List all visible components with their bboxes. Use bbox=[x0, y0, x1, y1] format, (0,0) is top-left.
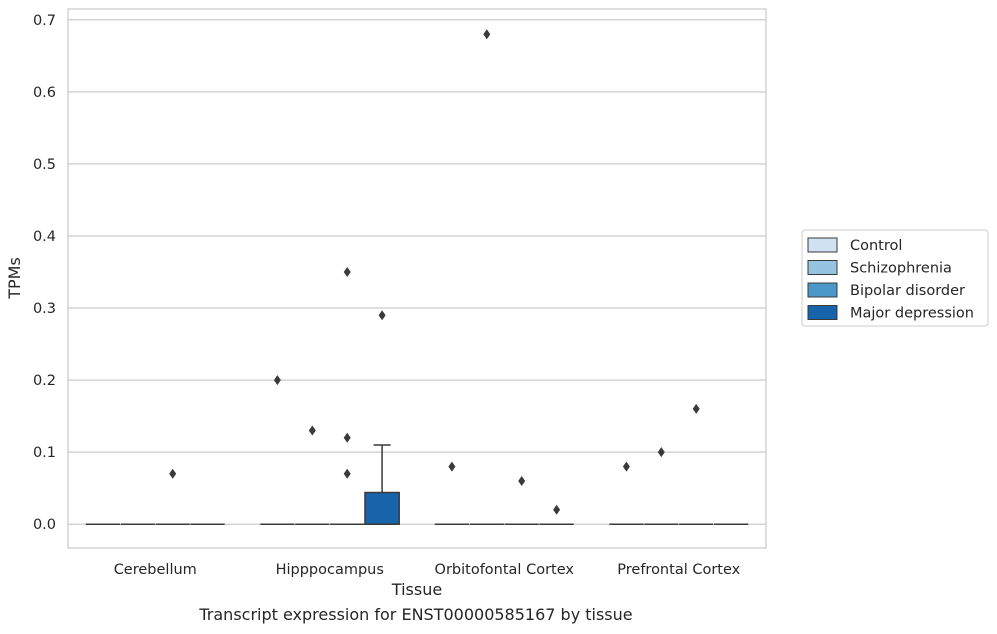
legend-frame bbox=[801, 229, 989, 327]
x-axis-label: Tissue bbox=[391, 580, 442, 599]
legend-label: Bipolar disorder bbox=[850, 283, 965, 299]
outlier-point bbox=[692, 403, 700, 414]
boxes bbox=[85, 444, 749, 525]
legend-label: Control bbox=[850, 238, 902, 254]
legend-label: Schizophrenia bbox=[850, 261, 952, 277]
legend: Control Schizophrenia Bipolar disorder Majo… bbox=[801, 229, 989, 327]
outlier-point bbox=[448, 461, 456, 472]
outlier-point bbox=[622, 461, 630, 472]
gridlines bbox=[68, 19, 766, 525]
y-axis-label: TPMs bbox=[5, 257, 24, 300]
legend-label: Major depression bbox=[850, 306, 974, 322]
x-tick-label: Hipppocampus bbox=[276, 562, 384, 578]
legend-swatch bbox=[807, 282, 838, 298]
y-tick-label: 0.7 bbox=[33, 13, 56, 29]
y-tick-label: 0.1 bbox=[33, 445, 56, 461]
x-tick-labels: Cerebellum Hipppocampus Orbitofontal Corte… bbox=[114, 562, 741, 578]
y-tick-label: 0.5 bbox=[33, 157, 56, 173]
legend-swatch bbox=[807, 305, 838, 320]
outlier-point bbox=[518, 475, 526, 486]
outlier-point bbox=[553, 504, 561, 515]
box bbox=[364, 491, 400, 525]
legend-swatch bbox=[807, 260, 838, 275]
y-tick-label: 0.0 bbox=[33, 517, 56, 533]
outlier-point bbox=[343, 267, 351, 278]
outlier-point bbox=[657, 447, 665, 458]
plot-frame bbox=[67, 8, 767, 549]
legend-swatch bbox=[807, 237, 838, 253]
x-tick-label: Prefrontal Cortex bbox=[617, 562, 740, 578]
outlier-point bbox=[483, 29, 491, 40]
y-tick-label: 0.3 bbox=[33, 301, 56, 317]
outlier-point bbox=[343, 432, 351, 443]
y-tick-label: 0.2 bbox=[33, 373, 56, 389]
y-tick-label: 0.6 bbox=[33, 85, 56, 101]
outlier-point bbox=[343, 468, 351, 479]
outlier-point bbox=[308, 425, 316, 436]
outlier-point bbox=[273, 375, 281, 386]
outlier-point bbox=[378, 310, 386, 321]
y-tick-label: 0.4 bbox=[33, 229, 56, 245]
x-tick-label: Cerebellum bbox=[114, 562, 197, 578]
chart-caption: Transcript expression for ENST0000058516… bbox=[199, 605, 633, 624]
x-tick-label: Orbitofontal Cortex bbox=[435, 562, 575, 578]
outliers bbox=[169, 29, 700, 515]
y-tick-labels: 0.0 0.1 0.2 0.3 0.4 0.5 0.6 0.7 bbox=[33, 13, 56, 533]
outlier-point bbox=[169, 468, 177, 479]
